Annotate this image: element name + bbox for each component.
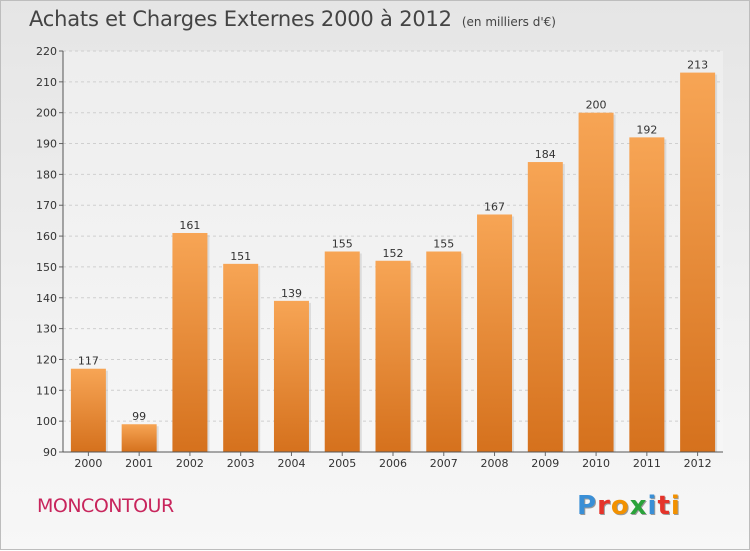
data-label: 200 [586,99,607,112]
x-tick-label: 2004 [277,457,305,470]
proxiti-logo: Proxiti [577,491,681,521]
city-name: MONCONTOUR [37,495,174,517]
y-tick-label: 90 [43,446,57,459]
y-tick-label: 150 [36,261,57,274]
x-tick-label: 2000 [74,457,102,470]
bar [375,260,411,452]
bar [629,137,665,452]
logo-letter: i [670,491,681,521]
logo-letter: P [577,491,598,521]
bar [70,368,106,452]
x-tick-label: 2006 [379,457,407,470]
x-tick-label: 2011 [633,457,661,470]
chart-title-block: Achats et Charges Externes 2000 à 2012 (e… [29,7,556,31]
x-tick-label: 2002 [176,457,204,470]
logo-letter: r [597,491,611,521]
x-tick-label: 2009 [531,457,559,470]
y-tick-label: 110 [36,384,57,397]
bar [223,263,259,452]
data-label: 192 [636,123,657,136]
y-tick-label: 120 [36,353,57,366]
bar [527,162,563,453]
data-label: 99 [132,410,146,423]
data-label: 213 [687,59,708,72]
data-label: 155 [433,238,454,251]
data-label: 152 [383,247,404,260]
logo-letter: t [657,491,671,521]
logo-letter: i [647,491,658,521]
x-tick-label: 2005 [328,457,356,470]
y-tick-label: 100 [36,415,57,428]
y-tick-label: 210 [36,76,57,89]
y-tick-label: 190 [36,138,57,151]
y-tick-label: 170 [36,199,57,212]
bar [680,72,716,452]
data-labels: 117 99 161 151 139 155 152 155 167 184 200 192 213 [78,59,708,424]
logo-letter: o [610,491,630,521]
y-tick-label: 220 [36,45,57,58]
y-tick-label: 200 [36,107,57,120]
chart-unit: (en milliers d'€) [461,15,556,29]
logo-letter: x [629,491,648,521]
x-tick-label: 2010 [582,457,610,470]
bar [121,424,157,452]
y-tick-labels: 90 100 110 120 130 140 150 160 170 180 190 200 210 22… [36,45,57,459]
x-tick-labels: 2000 2001 2002 2003 2004 2005 2006 2007 2008 2009… [74,452,712,470]
data-label: 155 [332,238,353,251]
data-label: 117 [78,355,99,368]
bar [273,300,309,452]
bar [426,251,462,452]
y-tick-label: 160 [36,230,57,243]
x-tick-label: 2012 [684,457,712,470]
bar [477,214,513,452]
x-tick-label: 2008 [481,457,509,470]
data-label: 151 [230,250,251,263]
chart-title: Achats et Charges Externes 2000 à 2012 [29,7,452,31]
x-tick-label: 2003 [227,457,255,470]
bar [578,112,614,452]
x-tick-label: 2001 [125,457,153,470]
data-label: 167 [484,200,505,213]
data-label: 161 [179,219,200,232]
bar [324,251,360,452]
y-tick-label: 180 [36,168,57,181]
bars [70,72,718,453]
y-tick-label: 140 [36,292,57,305]
data-label: 139 [281,287,302,300]
y-tick-label: 130 [36,323,57,336]
data-label: 184 [535,148,556,161]
bar [172,232,208,452]
x-tick-label: 2007 [430,457,458,470]
